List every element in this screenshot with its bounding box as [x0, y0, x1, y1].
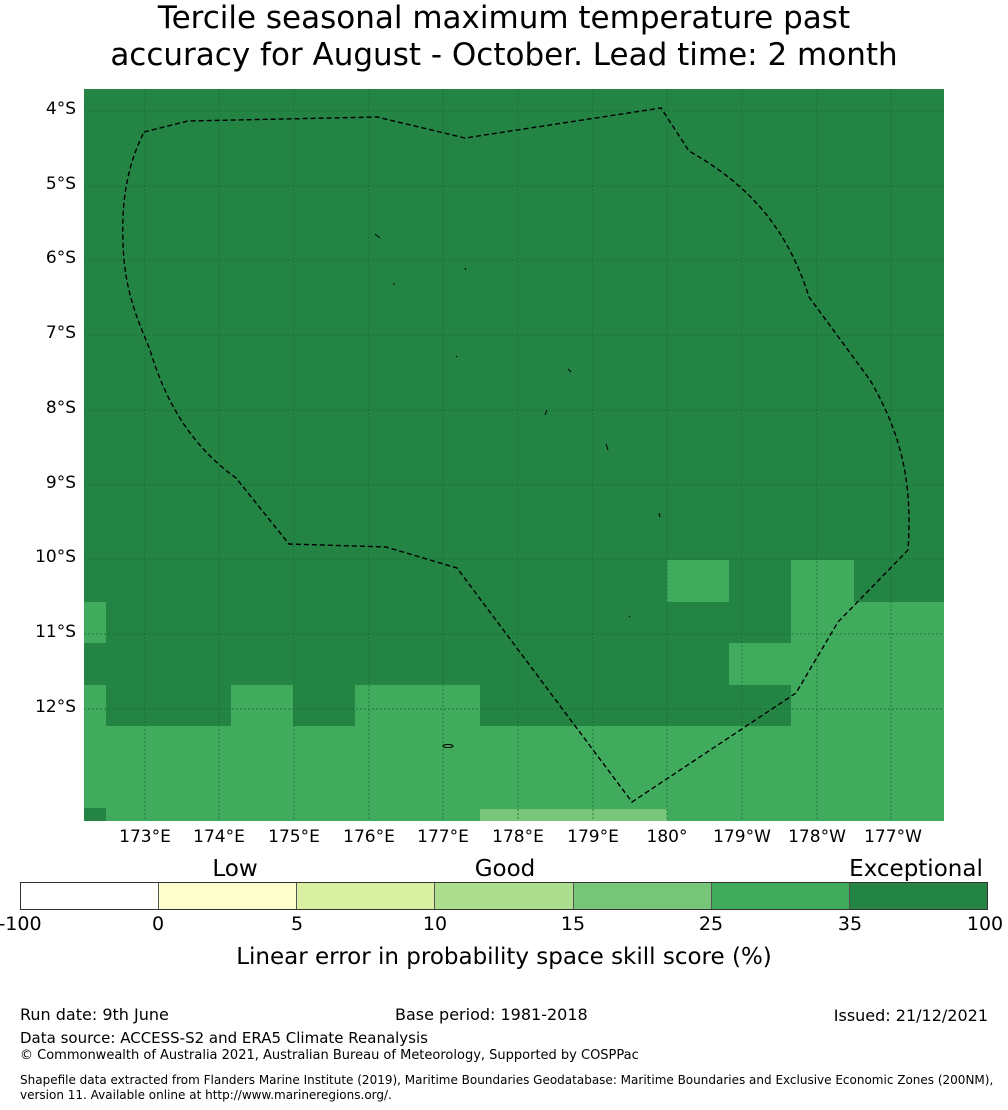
title-line-1: Tercile seasonal maximum temperature pas…	[157, 0, 851, 36]
lat-label: 5°S	[45, 174, 76, 194]
island	[455, 355, 458, 358]
skill-cell	[854, 602, 944, 821]
base-period: Base period: 1981-2018	[395, 1005, 588, 1024]
colorbar-segment	[849, 883, 987, 909]
skill-cell	[106, 726, 667, 821]
colorbar-tick: 100	[966, 913, 1004, 935]
lon-label: 177°W	[864, 827, 922, 847]
island	[605, 443, 609, 451]
lon-label: 180°	[646, 827, 688, 847]
lon-label: 174°E	[193, 827, 245, 847]
skill-cell	[791, 560, 854, 821]
island	[544, 409, 548, 416]
colorbar-tick: 15	[560, 913, 586, 935]
run-date: Run date: 9th June	[20, 1005, 169, 1024]
colorbar-segment	[711, 883, 850, 909]
lon-label: 176°E	[343, 827, 395, 847]
lon-label: 173°E	[119, 827, 171, 847]
shapefile-credit-line-2: version 11. Available online at http://w…	[20, 1088, 392, 1102]
skill-cells-high	[84, 560, 944, 821]
lon-label: 179°W	[713, 827, 771, 847]
island	[567, 368, 572, 373]
eez-boundary	[122, 107, 910, 803]
colorbar-tick: 5	[290, 913, 304, 935]
skill-cell	[729, 643, 791, 685]
lat-label: 9°S	[45, 473, 76, 493]
skill-cell	[84, 602, 106, 643]
island	[628, 615, 631, 618]
issued-date: Issued: 21/12/2021	[833, 1006, 988, 1025]
skill-cell	[231, 685, 293, 726]
lat-label: 12°S	[35, 697, 76, 717]
colorbar-segment	[435, 883, 574, 909]
colorbar-tick: -100	[0, 913, 42, 935]
legend-category-exceptional: Exceptional	[849, 856, 983, 882]
skill-cell	[667, 726, 791, 821]
colorbar-tick: 10	[422, 913, 448, 935]
colorbar-segment	[21, 883, 160, 909]
islands	[374, 233, 661, 748]
lat-label: 8°S	[45, 398, 76, 418]
island	[374, 233, 381, 239]
colorbar-label: Linear error in probability space skill …	[236, 944, 772, 970]
colorbar-tick: 0	[151, 913, 165, 935]
colorbar-segment	[297, 883, 436, 909]
skill-cell	[355, 685, 480, 726]
skill-cell	[667, 560, 729, 602]
island	[658, 512, 661, 518]
data-source: Data source: ACCESS-S2 and ERA5 Climate …	[20, 1029, 428, 1047]
island	[464, 267, 467, 271]
colorbar-segment	[573, 883, 712, 909]
colorbar-tick: 25	[698, 913, 724, 935]
lon-label: 178°W	[788, 827, 846, 847]
colorbar	[20, 882, 988, 910]
lon-label: 178°E	[492, 827, 544, 847]
lat-label: 7°S	[45, 323, 76, 343]
lat-label: 11°S	[35, 622, 76, 642]
colorbar-segment	[159, 883, 298, 909]
colorbar-tick: 35	[837, 913, 863, 935]
lon-label: 175°E	[268, 827, 320, 847]
copyright: © Commonwealth of Australia 2021, Austra…	[20, 1048, 639, 1063]
graticule	[84, 89, 944, 821]
legend-category-low: Low	[212, 856, 258, 882]
skill-cell-medium	[480, 809, 667, 821]
title-line-2: accuracy for August - October. Lead time…	[110, 37, 898, 73]
skill-cell	[84, 685, 106, 808]
lat-label: 6°S	[45, 248, 76, 268]
shapefile-credit-line-1: Shapefile data extracted from Flanders M…	[20, 1073, 994, 1087]
map-title: Tercile seasonal maximum temperature pas…	[0, 0, 1008, 74]
lat-label: 10°S	[35, 547, 76, 567]
island	[442, 744, 454, 748]
legend-category-good: Good	[474, 856, 536, 882]
lon-label: 179°E	[567, 827, 619, 847]
map-canvas	[84, 89, 944, 821]
lon-label: 177°E	[417, 827, 469, 847]
lat-label: 4°S	[45, 99, 76, 119]
